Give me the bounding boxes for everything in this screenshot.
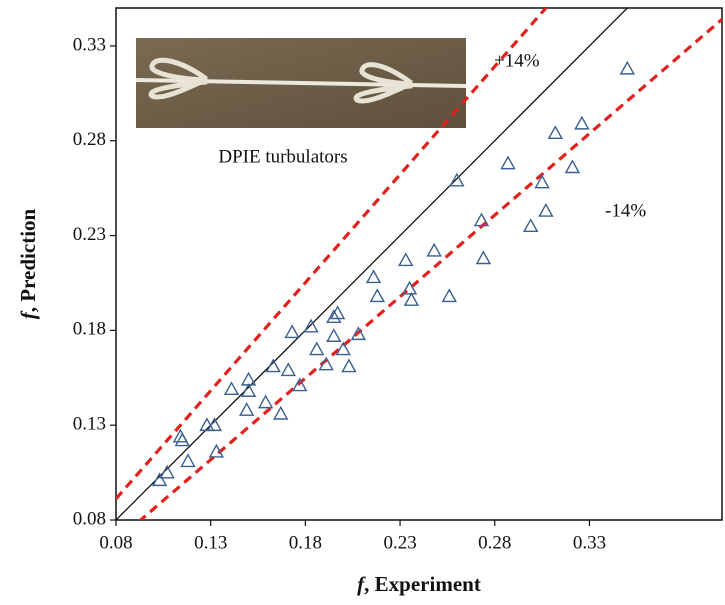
data-point (426, 242, 442, 257)
data-point (223, 381, 240, 396)
deviation-line (116, 8, 549, 500)
data-point (326, 309, 342, 323)
data-point (280, 362, 297, 377)
y-tick-label: 0.08 (73, 508, 106, 529)
data-point (199, 417, 215, 432)
y-tick-label: 0.33 (73, 34, 106, 55)
annotation: -14% (605, 200, 646, 221)
y-tick-label: 0.28 (73, 129, 106, 150)
data-point (326, 328, 342, 342)
x-tick-label: 0.33 (573, 532, 606, 553)
identity-line (116, 8, 629, 520)
data-point (538, 202, 554, 217)
data-point (350, 326, 367, 341)
reference-lines (116, 8, 722, 520)
data-point (309, 341, 325, 356)
data-point (151, 472, 168, 487)
data-point (574, 115, 590, 130)
data-point (206, 417, 223, 432)
data-point (273, 405, 289, 420)
data-point (365, 269, 382, 284)
data-point (619, 60, 636, 75)
data-point (523, 218, 539, 232)
data-point (449, 172, 465, 187)
x-tick-label: 0.13 (194, 532, 227, 553)
data-point (341, 358, 357, 373)
data-point (475, 250, 492, 265)
y-tick-label: 0.23 (73, 224, 106, 245)
x-tick-label: 0.23 (383, 532, 416, 553)
data-point (547, 125, 564, 140)
data-point (500, 155, 516, 170)
data-point (534, 174, 550, 189)
data-point (441, 288, 457, 303)
data-point (265, 358, 281, 373)
inset-caption: DPIE turbulators (218, 146, 347, 167)
inset-image (135, 38, 467, 128)
annotation: +14% (494, 50, 540, 71)
data-point (180, 453, 196, 468)
data-point (159, 464, 175, 479)
data-point (240, 383, 257, 397)
data-point (473, 212, 490, 227)
data-point (240, 371, 257, 386)
x-tick-label: 0.08 (99, 532, 132, 553)
data-point (401, 280, 418, 295)
y-tick-label: 0.13 (73, 414, 106, 435)
data-point (403, 292, 420, 306)
data-point (238, 402, 255, 416)
plot-frame (115, 7, 723, 521)
data-point (329, 305, 346, 320)
data-point (208, 443, 225, 458)
data-point (284, 324, 300, 339)
y-axis-title: f, Prediction (16, 208, 40, 319)
deviation-line (138, 18, 722, 520)
data-point (257, 394, 274, 409)
data-point (292, 377, 308, 392)
y-tick-label: 0.18 (73, 319, 106, 340)
data-point (174, 432, 190, 447)
data-point (564, 159, 581, 174)
data-point (369, 288, 386, 303)
x-tick-label: 0.28 (478, 532, 511, 553)
data-point (335, 341, 351, 356)
x-tick-label: 0.18 (289, 532, 322, 553)
data-point (398, 252, 414, 267)
data-point (303, 318, 319, 333)
x-axis-title: f, Experiment (357, 572, 481, 596)
data-point (318, 356, 334, 371)
